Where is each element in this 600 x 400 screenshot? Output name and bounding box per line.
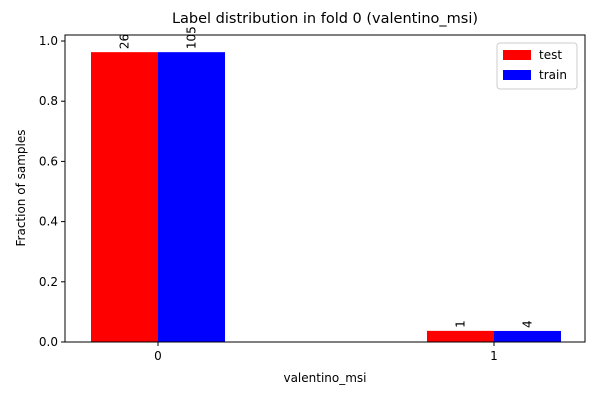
bar bbox=[427, 330, 494, 342]
y-tick-label: 1.0 bbox=[39, 34, 58, 48]
chart-title: Label distribution in fold 0 (valentino_… bbox=[172, 11, 478, 27]
plot-frame bbox=[64, 34, 586, 343]
x-axis-label: valentino_msi bbox=[283, 371, 366, 385]
bar bbox=[91, 52, 158, 342]
y-tick-label: 0.4 bbox=[39, 215, 58, 229]
x-tick-label: 1 bbox=[490, 349, 498, 363]
y-axis-label: Fraction of samples bbox=[14, 130, 28, 247]
data-label: 26 bbox=[118, 34, 132, 49]
legend-label: test bbox=[539, 48, 562, 62]
legend-swatch bbox=[503, 50, 531, 60]
legend-swatch bbox=[503, 70, 531, 80]
data-label: 105 bbox=[185, 26, 199, 49]
data-label: 4 bbox=[521, 320, 535, 328]
y-tick-label: 0.2 bbox=[39, 275, 58, 289]
data-label: 1 bbox=[454, 320, 468, 328]
y-tick-label: 0.0 bbox=[39, 335, 58, 349]
y-tick-label: 0.8 bbox=[39, 94, 58, 108]
y-tick-label: 0.6 bbox=[39, 154, 58, 168]
bar bbox=[494, 330, 561, 342]
legend-label: train bbox=[539, 68, 567, 82]
legend-box bbox=[496, 42, 578, 90]
x-tick-label: 0 bbox=[154, 349, 162, 363]
bar bbox=[158, 52, 225, 342]
